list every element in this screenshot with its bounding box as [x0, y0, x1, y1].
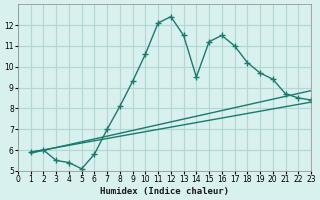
X-axis label: Humidex (Indice chaleur): Humidex (Indice chaleur): [100, 187, 229, 196]
